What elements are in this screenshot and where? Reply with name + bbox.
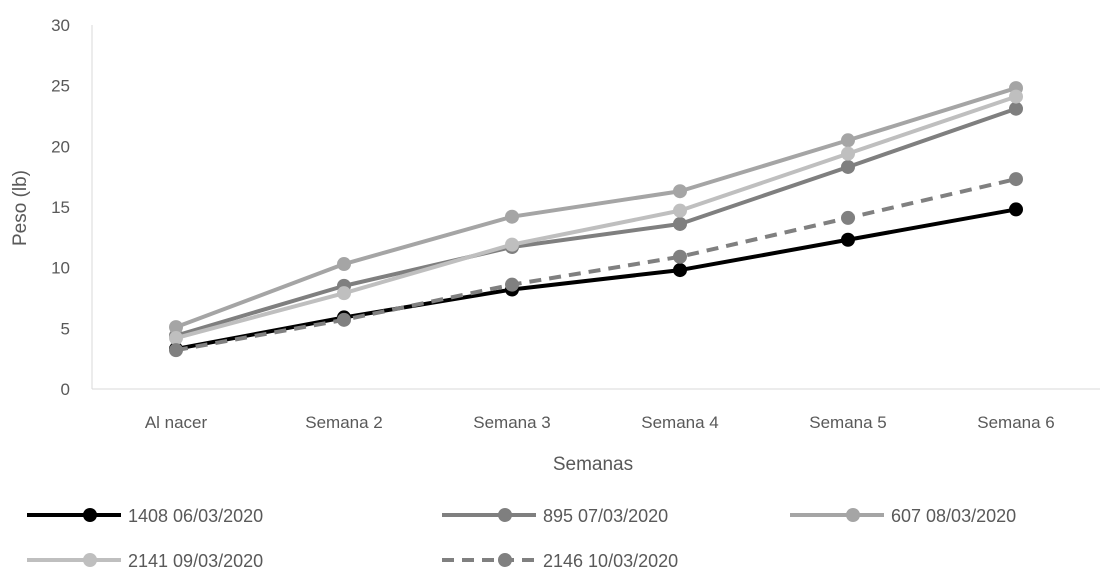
legend-marker bbox=[846, 508, 860, 522]
y-tick-label: 15 bbox=[51, 198, 70, 217]
series-3 bbox=[169, 89, 1023, 346]
data-point bbox=[337, 286, 351, 301]
data-point bbox=[841, 146, 855, 161]
data-point bbox=[337, 257, 351, 272]
y-tick-label: 25 bbox=[51, 77, 70, 96]
data-point bbox=[673, 184, 687, 199]
y-tick-label: 10 bbox=[51, 259, 70, 278]
y-tick-label: 20 bbox=[51, 137, 70, 156]
y-tick-label: 0 bbox=[61, 380, 70, 399]
data-point bbox=[841, 232, 855, 247]
legend-item: 607 08/03/2020 bbox=[790, 506, 1016, 526]
data-point bbox=[841, 210, 855, 225]
series-line bbox=[175, 86, 1017, 329]
y-tick-label: 30 bbox=[51, 16, 70, 35]
data-point bbox=[169, 331, 183, 346]
data-point bbox=[673, 249, 687, 264]
legend-label: 2146 10/03/2020 bbox=[543, 551, 678, 571]
legend-marker bbox=[83, 508, 97, 522]
series-0 bbox=[169, 202, 1023, 356]
legend-label: 607 08/03/2020 bbox=[891, 506, 1016, 526]
x-tick-label: Semana 5 bbox=[809, 413, 887, 432]
legend-marker bbox=[498, 553, 512, 567]
data-point bbox=[1009, 202, 1023, 217]
data-point bbox=[1009, 101, 1023, 116]
data-point bbox=[505, 209, 519, 224]
legend-label: 895 07/03/2020 bbox=[543, 506, 668, 526]
data-point bbox=[841, 133, 855, 148]
x-tick-label: Al nacer bbox=[145, 413, 208, 432]
series-line bbox=[175, 94, 1017, 340]
legend-marker bbox=[498, 508, 512, 522]
data-point bbox=[505, 277, 519, 292]
series-line bbox=[175, 177, 1017, 353]
series-line bbox=[175, 207, 1017, 351]
y-axis: 0 5 10 15 20 25 30 bbox=[51, 16, 93, 399]
y-axis-title: Peso (lb) bbox=[10, 170, 31, 246]
data-point bbox=[169, 320, 183, 335]
legend-item: 2141 09/03/2020 bbox=[27, 551, 263, 571]
legend-label: 2141 09/03/2020 bbox=[128, 551, 263, 571]
data-point bbox=[673, 216, 687, 231]
legend-item: 1408 06/03/2020 bbox=[27, 506, 263, 526]
data-point bbox=[841, 159, 855, 174]
legend: 1408 06/03/2020 895 07/03/2020 607 08/03/2… bbox=[27, 506, 1016, 571]
data-point bbox=[505, 237, 519, 252]
series-4 bbox=[169, 172, 1023, 358]
series-2 bbox=[169, 81, 1023, 335]
series-line bbox=[175, 106, 1017, 338]
legend-marker bbox=[83, 553, 97, 567]
x-axis: Al nacer Semana 2 Semana 3 Semana 4 Semana 5… bbox=[92, 388, 1100, 432]
x-tick-label: Semana 4 bbox=[641, 413, 719, 432]
data-point bbox=[1009, 172, 1023, 187]
data-point bbox=[1009, 89, 1023, 104]
x-tick-label: Semana 3 bbox=[473, 413, 551, 432]
x-tick-label: Semana 6 bbox=[977, 413, 1055, 432]
x-tick-label: Semana 2 bbox=[305, 413, 383, 432]
data-point bbox=[673, 263, 687, 278]
x-axis-title: Semanas bbox=[553, 454, 633, 475]
legend-item: 2146 10/03/2020 bbox=[442, 551, 678, 571]
data-point bbox=[673, 203, 687, 218]
data-point bbox=[337, 312, 351, 327]
legend-item: 895 07/03/2020 bbox=[442, 506, 668, 526]
legend-label: 1408 06/03/2020 bbox=[128, 506, 263, 526]
y-tick-label: 5 bbox=[61, 319, 70, 338]
series-layer bbox=[169, 81, 1023, 358]
data-point bbox=[169, 343, 183, 358]
